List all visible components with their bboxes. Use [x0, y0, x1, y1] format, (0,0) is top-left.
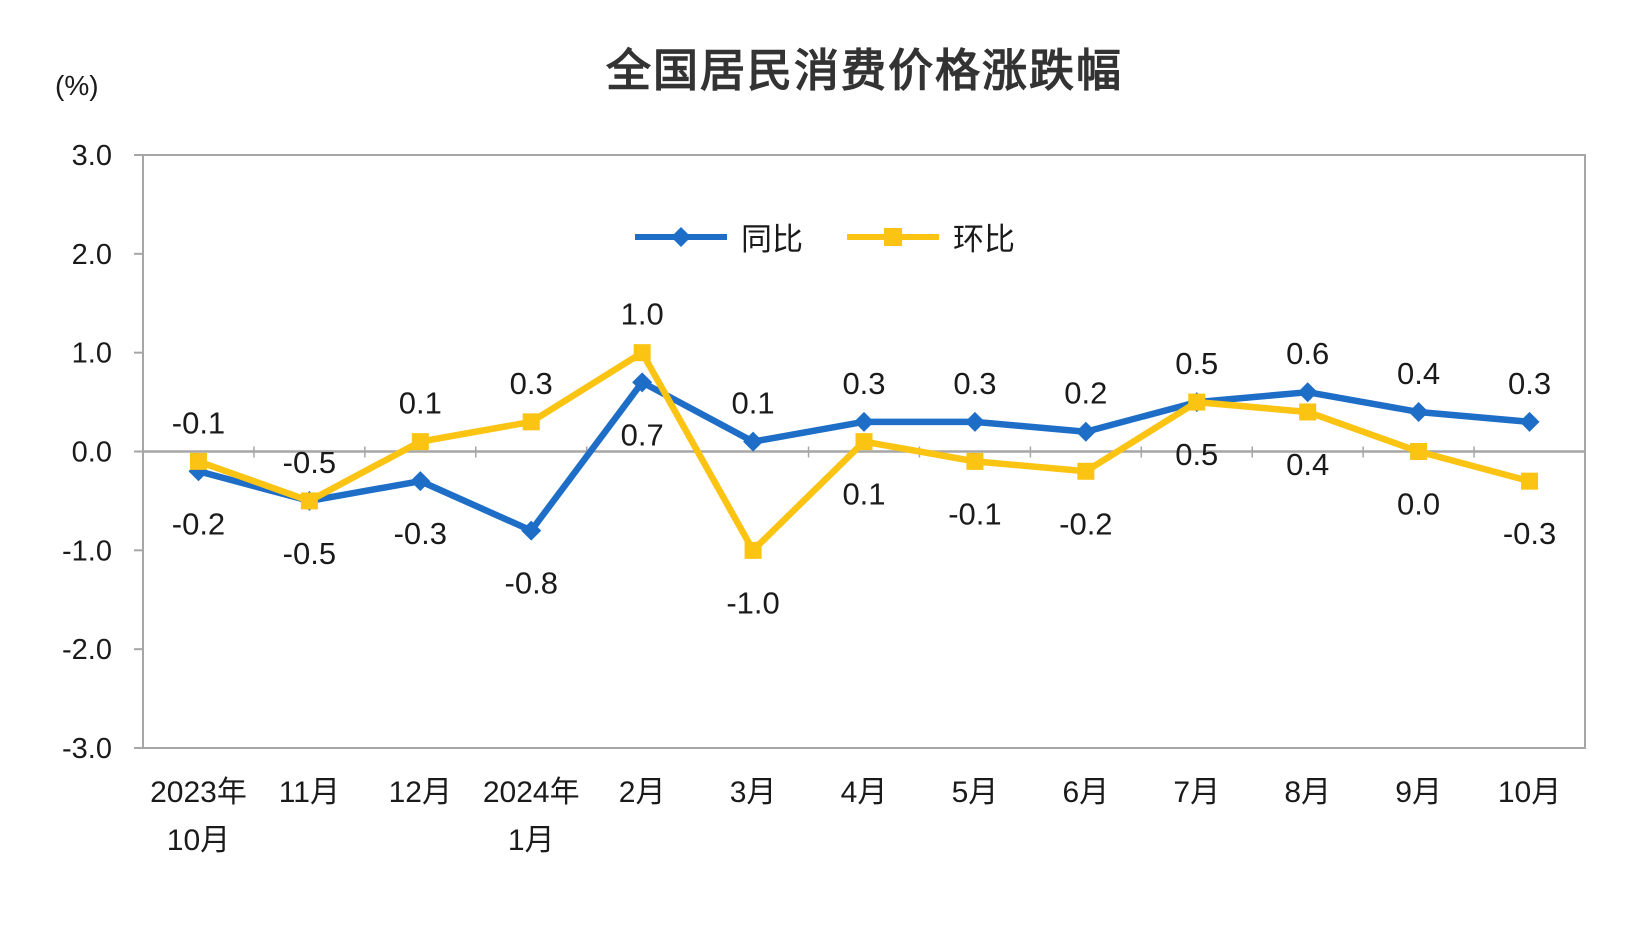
- data-label: 0.2: [1064, 376, 1107, 411]
- x-axis-label: 2023年: [150, 776, 247, 809]
- x-axis-label: 3月: [730, 776, 777, 809]
- x-axis-label: 10月: [167, 824, 230, 857]
- yoy-data-point-marker: [743, 431, 764, 452]
- mom-data-point-marker: [300, 492, 318, 510]
- data-label: -0.8: [505, 566, 558, 601]
- mom-data-point-marker: [1521, 472, 1539, 490]
- data-label: 0.1: [732, 386, 775, 421]
- legend-item-yoy: 同比: [633, 214, 803, 259]
- y-axis-tick-label: -1.0: [62, 535, 112, 567]
- legend-diamond-marker-icon: [671, 226, 691, 247]
- x-axis-label: 11月: [279, 776, 340, 809]
- data-label: 0.5: [1175, 437, 1218, 472]
- chart-legend: 同比 环比: [103, 214, 1545, 259]
- mom-data-point-marker: [1077, 462, 1095, 480]
- mom-data-point-marker: [744, 541, 762, 559]
- yoy-data-point-marker: [410, 471, 431, 492]
- data-label: 0.3: [1508, 366, 1551, 401]
- y-axis-tick-label: 3.0: [72, 140, 112, 172]
- x-axis-label: 4月: [841, 776, 888, 809]
- yoy-data-point-marker: [1519, 411, 1540, 432]
- x-axis-label: 6月: [1063, 776, 1110, 809]
- y-axis-tick-label: -3.0: [62, 733, 112, 765]
- x-axis-label: 2月: [619, 776, 666, 809]
- data-label: 0.3: [842, 366, 885, 401]
- mom-line-marker-icon: [847, 227, 939, 246]
- legend-label-mom: 环比: [953, 222, 1015, 257]
- data-label: -0.2: [1059, 506, 1112, 541]
- data-label: 0.4: [1397, 356, 1440, 391]
- mom-data-point-marker: [1188, 393, 1206, 411]
- legend-label-yoy: 同比: [741, 222, 803, 257]
- mom-data-point-marker: [1299, 403, 1317, 421]
- y-axis-tick-label: 0.0: [72, 437, 112, 469]
- mom-data-point-marker: [189, 452, 207, 470]
- y-axis-tick-label: 2.0: [72, 239, 112, 271]
- data-label: 0.4: [1286, 447, 1329, 482]
- yoy-data-point-marker: [964, 411, 985, 432]
- data-label: 0.1: [842, 477, 885, 512]
- x-axis-label: 9月: [1395, 776, 1442, 809]
- y-axis-unit-label: (%): [55, 70, 99, 101]
- data-label: 0.3: [953, 366, 996, 401]
- x-axis-label: 1月: [508, 824, 555, 857]
- data-label: -0.2: [172, 506, 225, 541]
- yoy-data-point-marker: [632, 372, 653, 393]
- data-label: 1.0: [621, 297, 664, 332]
- yoy-line-marker-icon: [635, 226, 727, 247]
- mom-data-point-marker: [966, 452, 984, 470]
- yoy-data-point-marker: [1297, 382, 1318, 403]
- y-axis-tick-label: 1.0: [72, 338, 112, 370]
- yoy-data-point-marker: [521, 520, 542, 541]
- mom-data-point-marker: [1410, 443, 1428, 460]
- data-label: 0.0: [1397, 487, 1440, 522]
- data-label: -0.1: [948, 496, 1001, 531]
- mom-data-point-marker: [522, 413, 540, 431]
- legend-square-marker-icon: [884, 227, 902, 246]
- data-label: 0.3: [510, 366, 553, 401]
- yoy-data-point-marker: [1408, 401, 1429, 422]
- data-label: -1.0: [726, 585, 779, 620]
- data-label: 0.7: [621, 417, 664, 452]
- mom-data-point-marker: [855, 433, 873, 451]
- mom-data-point-marker: [411, 433, 429, 451]
- legend-item-mom: 环比: [845, 214, 1015, 259]
- data-label: -0.1: [172, 405, 225, 440]
- x-axis-label: 8月: [1284, 776, 1331, 809]
- x-axis-label: 7月: [1173, 776, 1220, 809]
- data-label: 0.5: [1175, 346, 1218, 381]
- data-label: -0.5: [283, 536, 336, 571]
- x-axis-label: 5月: [952, 776, 999, 809]
- mom-data-point-marker: [633, 344, 651, 362]
- data-label: -0.5: [283, 445, 336, 480]
- x-axis-label: 12月: [389, 776, 452, 809]
- data-label: -0.3: [1503, 516, 1556, 551]
- data-label: 0.1: [399, 386, 442, 421]
- yoy-data-point-marker: [854, 411, 874, 432]
- chart-title: 全国居民消费价格涨跌幅: [605, 45, 1123, 96]
- yoy-data-point-marker: [1075, 421, 1096, 442]
- data-label: -0.3: [394, 516, 447, 551]
- x-axis-label: 2024年: [483, 776, 580, 809]
- x-axis-label: 10月: [1498, 776, 1561, 809]
- y-axis-tick-label: -2.0: [62, 634, 112, 666]
- data-label: 0.6: [1286, 336, 1329, 371]
